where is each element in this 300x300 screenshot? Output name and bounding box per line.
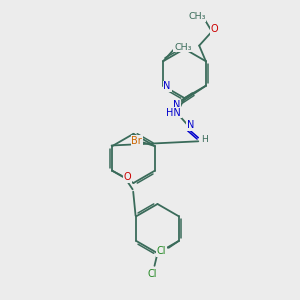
Text: HN: HN [166,107,181,118]
Text: H: H [202,135,208,144]
Text: O: O [123,172,131,182]
Text: Cl: Cl [148,269,158,279]
Text: Cl: Cl [157,246,166,256]
Text: CH₃: CH₃ [188,12,206,21]
Text: O: O [211,24,219,34]
Text: CH₃: CH₃ [174,43,192,52]
Text: N: N [164,81,171,92]
Text: Br: Br [131,136,142,146]
Text: N: N [187,120,194,130]
Text: N: N [173,100,180,110]
